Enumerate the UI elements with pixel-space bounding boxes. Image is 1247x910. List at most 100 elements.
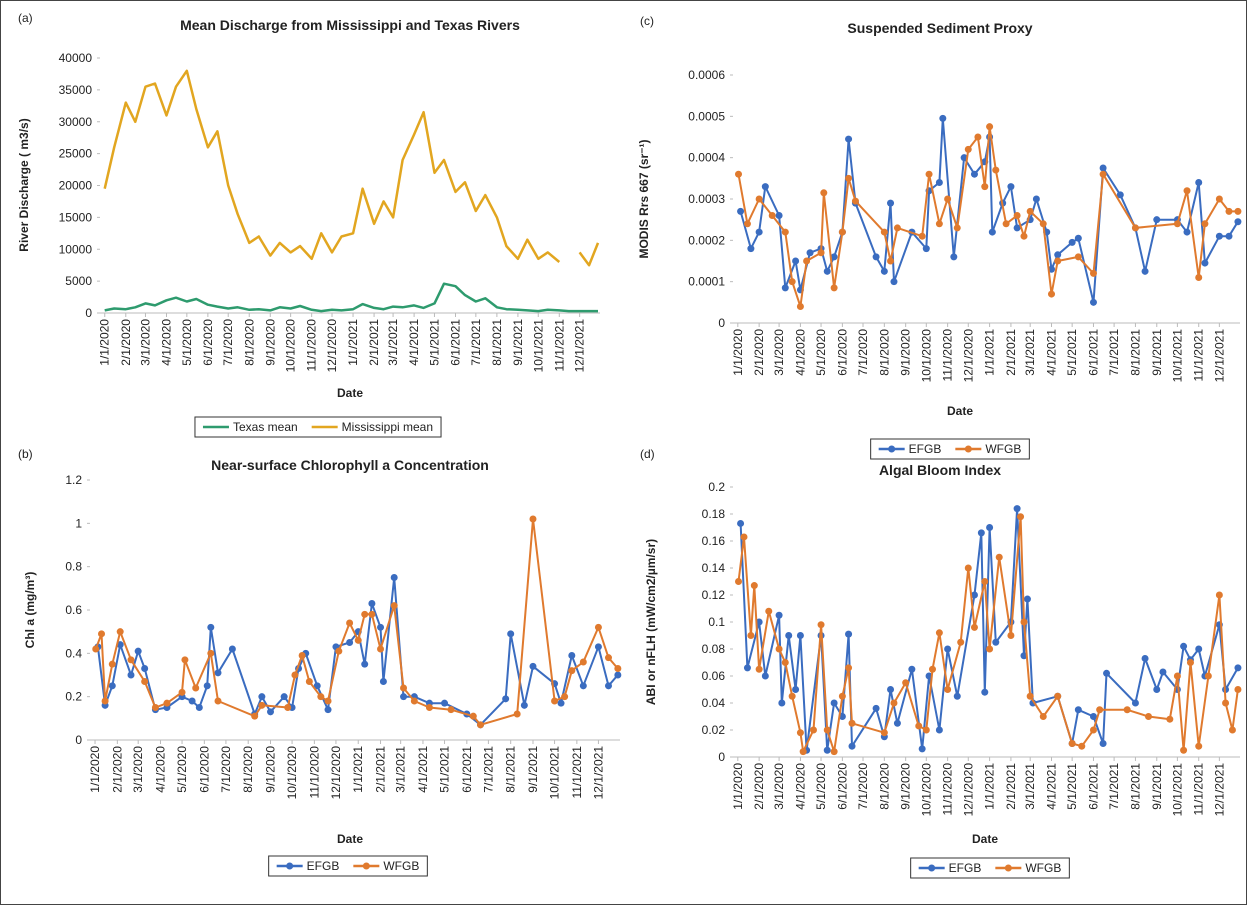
data-point — [1225, 232, 1233, 240]
y-tick-label: 0.4 — [65, 646, 82, 660]
data-point — [410, 697, 418, 705]
data-point — [845, 174, 853, 182]
x-tick-label: 5/1/2020 — [175, 746, 189, 793]
x-axis-label: Date — [337, 832, 363, 846]
data-point — [1195, 742, 1203, 750]
data-point — [1145, 713, 1153, 720]
data-point — [1201, 220, 1209, 228]
data-point — [502, 695, 510, 703]
x-tick-label: 6/1/2021 — [1086, 763, 1100, 810]
data-point — [561, 693, 569, 701]
x-tick-label: 10/1/2021 — [548, 746, 562, 800]
x-tick-label: 2/1/2021 — [1004, 763, 1018, 810]
data-point — [1141, 654, 1149, 662]
data-point — [1234, 686, 1242, 693]
data-point — [747, 632, 755, 639]
x-tick-label: 4/1/2020 — [159, 319, 173, 366]
data-point — [845, 135, 853, 143]
data-point — [178, 688, 186, 696]
data-point — [922, 726, 930, 734]
x-tick-label: 7/1/2021 — [481, 746, 495, 793]
x-tick-label: 8/1/2020 — [241, 746, 255, 793]
data-point — [251, 712, 259, 720]
data-point — [817, 249, 825, 257]
data-point — [1141, 267, 1149, 275]
data-point — [817, 621, 825, 629]
data-point — [1002, 220, 1010, 228]
data-point — [1183, 187, 1191, 195]
data-point — [986, 123, 994, 131]
chart-title: Near-surface Chlorophyll a Concentration — [211, 457, 489, 473]
legend-label: Texas mean — [233, 420, 298, 434]
data-point — [838, 228, 846, 236]
data-point — [441, 699, 449, 707]
x-tick-label: 9/1/2020 — [264, 746, 278, 793]
series-line — [104, 282, 598, 313]
data-point — [887, 257, 895, 265]
data-point — [134, 647, 142, 655]
x-tick-label: 6/1/2020 — [201, 319, 215, 366]
x-tick-label: 7/1/2020 — [856, 763, 870, 810]
x-tick-label: 3/1/2020 — [131, 746, 145, 793]
data-point — [1074, 706, 1082, 714]
data-point — [735, 170, 743, 178]
data-point — [775, 212, 783, 220]
data-point — [520, 701, 528, 709]
data-point — [280, 693, 288, 701]
data-point — [788, 278, 796, 286]
x-tick-label: 7/1/2020 — [856, 329, 870, 376]
data-point — [935, 220, 943, 228]
data-point — [851, 197, 859, 205]
data-point — [214, 697, 222, 705]
x-tick-label: 3/1/2021 — [1023, 763, 1037, 810]
data-point — [228, 645, 236, 653]
x-tick-label: 9/1/2020 — [899, 763, 913, 810]
data-point — [1020, 232, 1028, 240]
legend-marker — [286, 862, 294, 870]
data-point — [513, 710, 521, 718]
panel-label: (b) — [18, 447, 33, 461]
data-point — [953, 692, 961, 700]
x-tick-label: 5/1/2021 — [1065, 763, 1079, 810]
data-point — [400, 684, 408, 692]
data-point — [1195, 274, 1203, 282]
data-point — [108, 682, 116, 690]
data-point — [820, 189, 828, 197]
data-point — [1173, 672, 1181, 680]
data-point — [880, 228, 888, 236]
data-point — [944, 195, 952, 203]
data-point — [1074, 253, 1082, 261]
data-point — [848, 719, 856, 727]
data-point — [986, 524, 994, 531]
data-point — [755, 665, 763, 673]
data-point — [1204, 672, 1212, 680]
data-point — [992, 166, 1000, 174]
data-point — [1215, 591, 1223, 599]
x-tick-label: 3/1/2020 — [138, 319, 152, 366]
x-tick-label: 6/1/2020 — [835, 329, 849, 376]
data-point — [551, 697, 559, 705]
data-point — [781, 284, 789, 292]
data-point — [1007, 632, 1015, 639]
data-point — [778, 699, 786, 707]
legend-marker — [964, 445, 972, 453]
y-tick-label: 0.0006 — [688, 68, 725, 82]
data-point — [1195, 178, 1203, 186]
x-tick-label: 3/1/2021 — [394, 746, 408, 793]
y-tick-label: 0.16 — [702, 534, 726, 548]
x-tick-label: 4/1/2020 — [153, 746, 167, 793]
data-point — [809, 726, 817, 734]
data-point — [1099, 164, 1107, 172]
x-tick-label: 9/1/2021 — [1150, 763, 1164, 810]
legend-label: EFGB — [949, 861, 982, 875]
data-point — [957, 638, 965, 646]
y-tick-label: 1 — [75, 516, 82, 530]
x-tick-label: 7/1/2021 — [1107, 329, 1121, 376]
x-tick-label: 11/1/2020 — [941, 329, 955, 382]
data-point — [887, 686, 895, 693]
data-point — [803, 257, 811, 265]
x-tick-label: 2/1/2020 — [110, 746, 124, 793]
x-tick-label: 7/1/2021 — [1107, 763, 1121, 810]
x-tick-label: 12/1/2021 — [573, 319, 587, 373]
chart-title: Algal Bloom Index — [879, 462, 1001, 478]
